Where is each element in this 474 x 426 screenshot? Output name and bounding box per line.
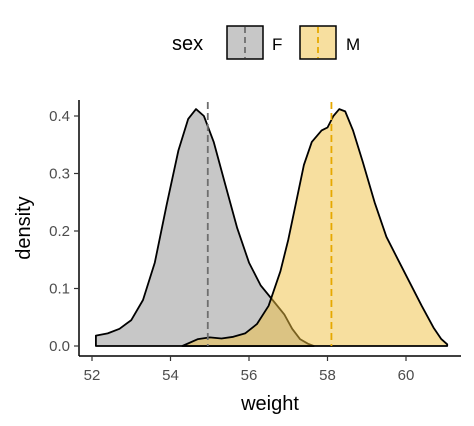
x-tick-label: 60	[398, 367, 415, 384]
legend-label-f: F	[272, 35, 282, 54]
x-axis-title: weight	[240, 393, 299, 415]
y-tick-label: 0.1	[49, 281, 70, 298]
legend-entry-f: F	[226, 25, 282, 60]
legend: sex F M	[172, 25, 360, 60]
x-tick-label: 54	[162, 367, 179, 384]
mean-lines	[206, 102, 333, 346]
legend-label-m: M	[346, 35, 360, 54]
x-tick-label: 52	[84, 367, 101, 384]
y-axis-title: density	[13, 196, 35, 259]
density-areas	[95, 108, 449, 347]
y-tick-label: 0.4	[49, 108, 70, 125]
legend-entry-m: M	[299, 25, 360, 60]
x-tick-label: 56	[241, 367, 258, 384]
y-tick-label: 0.3	[49, 166, 70, 183]
x-tick-label: 58	[319, 367, 336, 384]
density-area-m	[181, 108, 449, 347]
y-tick-label: 0.0	[49, 338, 70, 355]
y-tick-label: 0.2	[49, 223, 70, 240]
legend-title: sex	[172, 33, 203, 55]
y-axis-ticks: 0.0 0.1 0.2 0.3 0.4	[49, 108, 79, 355]
x-axis-ticks: 52 54 56 58 60	[84, 356, 415, 384]
